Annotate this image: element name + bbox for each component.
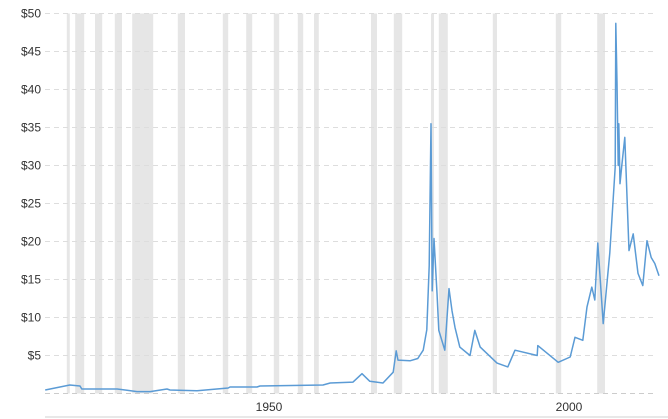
- y-axis-ticks: $5 $10 $15 $20 $25 $30 $35 $40 $45 $50: [21, 7, 41, 363]
- y-tick-label: $20: [21, 235, 41, 249]
- gridlines: [45, 13, 657, 356]
- x-axis-ticks: 1950 2000: [256, 400, 583, 414]
- shaded-band: [66, 13, 70, 394]
- shaded-band: [273, 13, 280, 394]
- y-tick-label: $35: [21, 121, 41, 135]
- y-tick-label: $5: [28, 349, 42, 363]
- shaded-band: [132, 13, 154, 394]
- y-tick-label: $50: [21, 7, 41, 21]
- y-tick-label: $30: [21, 159, 41, 173]
- shaded-band: [246, 13, 253, 394]
- y-tick-label: $45: [21, 45, 41, 59]
- shaded-band: [597, 13, 605, 394]
- y-tick-label: $40: [21, 83, 41, 97]
- shaded-band: [95, 13, 103, 394]
- x-tick-label: 1950: [256, 400, 283, 414]
- shaded-band: [75, 13, 85, 394]
- price-line: [45, 22, 660, 393]
- y-tick-label: $25: [21, 197, 41, 211]
- y-tick-label: $15: [21, 273, 41, 287]
- y-tick-label: $10: [21, 311, 41, 325]
- shaded-band: [492, 13, 497, 394]
- x-tick-label: 2000: [556, 400, 583, 414]
